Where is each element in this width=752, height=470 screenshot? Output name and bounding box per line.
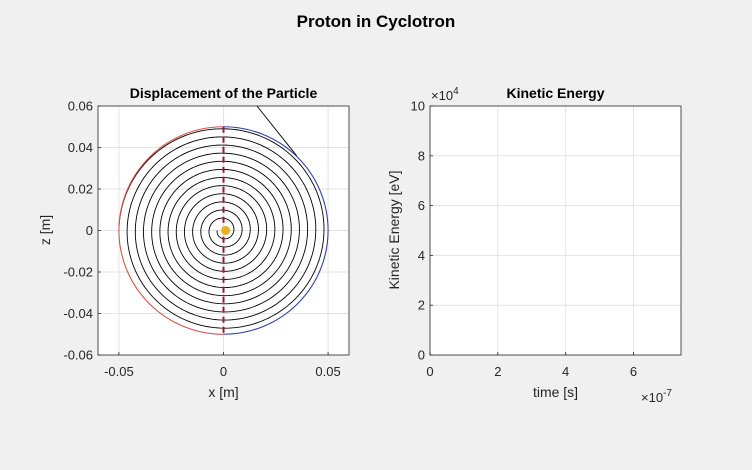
- x-tick-label: 0: [220, 364, 227, 379]
- y-exponent-label: ×104: [431, 86, 459, 103]
- y-tick-label: 6: [418, 198, 425, 213]
- y-tick-label: 8: [418, 148, 425, 163]
- y-tick-label: 0: [86, 223, 93, 238]
- kinetic-energy-axes: 0 2 4 6 0 2 4 6 8 10 Kinetic Energy time [s] Kine…: [386, 85, 682, 405]
- displacement-ylabel: z [m]: [37, 215, 53, 245]
- exit-trajectory-line: [256, 105, 298, 157]
- kinetic-energy-ticks: 0 2 4 6 0 2 4 6 8 10: [411, 99, 638, 380]
- kinetic-energy-ylabel: Kinetic Energy [eV]: [386, 170, 402, 289]
- x-exponent-label: ×10-7: [641, 388, 672, 405]
- kinetic-energy-title: Kinetic Energy: [506, 85, 604, 101]
- displacement-ticks: -0.05 0 0.05 0.06 0.04 0.02 0 -0.02 -0.04 -0.06: [63, 99, 340, 380]
- particle-trajectory-spiral: [118, 128, 325, 329]
- kinetic-energy-axes-box: [429, 105, 682, 356]
- left-dee-arc: [118, 126, 224, 335]
- displacement-xlabel: x [m]: [208, 384, 238, 400]
- kinetic-energy-plot-area: [430, 106, 681, 355]
- y-tick-label: 0: [418, 348, 425, 363]
- x-tick-label: 6: [630, 364, 637, 379]
- right-dee-arc: [223, 126, 329, 335]
- y-tick-label: 0.04: [68, 140, 93, 155]
- y-tick-label: 4: [418, 248, 425, 263]
- y-tick-label: -0.02: [63, 265, 93, 280]
- y-tick-label: 2: [418, 298, 425, 313]
- y-tick-label: -0.04: [63, 306, 93, 321]
- x-tick-label: 0.05: [315, 364, 340, 379]
- y-tick-label: 0.06: [68, 99, 93, 114]
- x-tick-label: 4: [562, 364, 569, 379]
- x-tick-label: -0.05: [104, 364, 134, 379]
- displacement-data: [118, 105, 329, 335]
- y-tick-label: 0.02: [68, 182, 93, 197]
- displacement-title: Displacement of the Particle: [130, 85, 318, 101]
- kinetic-energy-xlabel: time [s]: [533, 384, 578, 400]
- y-tick-label: 10: [411, 99, 425, 114]
- figure-title: Proton in Cyclotron: [297, 12, 456, 31]
- x-tick-label: 0: [426, 364, 433, 379]
- y-tick-label: -0.06: [63, 348, 93, 363]
- particle-marker: [221, 226, 231, 235]
- x-tick-label: 2: [494, 364, 501, 379]
- displacement-axes: -0.05 0 0.05 0.06 0.04 0.02 0 -0.02 -0.04 -0.06 D…: [37, 85, 350, 400]
